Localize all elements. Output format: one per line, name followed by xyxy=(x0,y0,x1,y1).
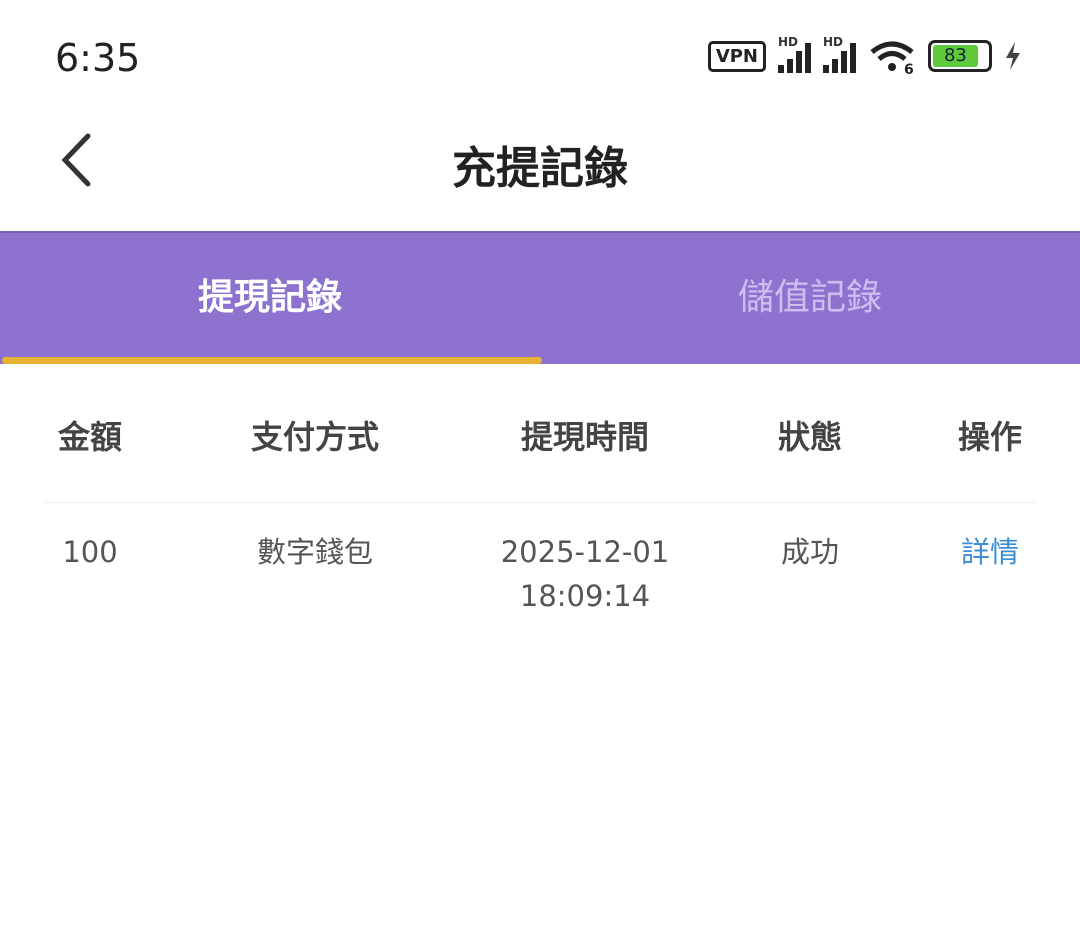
column-header-action: 操作 xyxy=(957,418,1023,456)
cell-date: 2025-12-01 xyxy=(500,535,670,569)
charging-icon xyxy=(1006,42,1020,70)
cell-status: 成功 xyxy=(780,535,840,569)
cell-time: 18:09:14 xyxy=(519,579,651,613)
tab-bar: 提現記錄 儲值記錄 xyxy=(0,231,1080,364)
back-button[interactable] xyxy=(55,130,105,190)
battery-icon: 83 xyxy=(928,40,992,72)
tab-deposit-records[interactable]: 儲值記錄 xyxy=(737,277,882,318)
signal-icon: HD xyxy=(823,35,856,73)
status-bar: 6:35 VPN HD HD 6 83 xyxy=(0,0,1080,110)
details-link[interactable]: 詳情 xyxy=(960,535,1020,569)
active-tab-indicator xyxy=(2,357,542,364)
column-header-payment-method: 支付方式 xyxy=(250,418,380,456)
column-header-withdraw-time: 提現時間 xyxy=(520,418,650,456)
wifi-6-icon: 6 xyxy=(870,41,914,74)
tab-withdrawal-records[interactable]: 提現記錄 xyxy=(197,277,342,318)
app-header: 充提記錄 xyxy=(0,110,1080,230)
cell-withdraw-time: 2025-12-01 18:09:14 xyxy=(501,530,670,618)
divider xyxy=(44,502,1036,503)
cell-amount: 100 xyxy=(62,535,118,569)
clock: 6:35 xyxy=(55,36,141,80)
signal-icon: HD xyxy=(778,35,811,73)
column-header-amount: 金額 xyxy=(57,418,123,456)
vpn-icon: VPN xyxy=(707,40,766,72)
column-header-status: 狀態 xyxy=(777,418,843,456)
cell-payment-method: 數字錢包 xyxy=(256,535,374,569)
svg-text:6: 6 xyxy=(904,62,914,74)
page-title: 充提記錄 xyxy=(452,143,628,194)
